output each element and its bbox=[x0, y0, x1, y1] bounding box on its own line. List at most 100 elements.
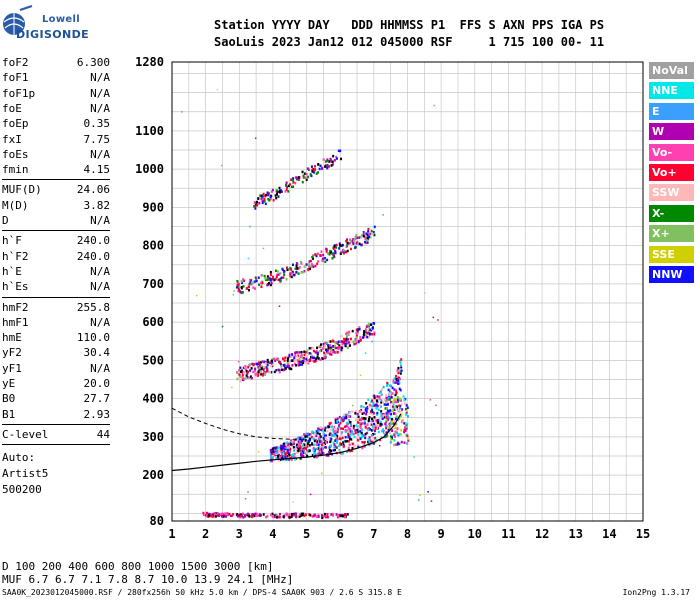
param-value: 44 bbox=[96, 427, 110, 441]
echo-point bbox=[321, 452, 324, 455]
footer-file-info: SAA0K_2023012045000.RSF / 280fx256h 50 k… bbox=[2, 588, 402, 597]
echo-point bbox=[335, 513, 338, 516]
echo-point bbox=[326, 252, 329, 255]
echo-point bbox=[275, 451, 278, 454]
echo-point bbox=[388, 397, 391, 401]
echo-point bbox=[313, 439, 316, 443]
echo-point bbox=[302, 270, 305, 274]
echo-point bbox=[330, 421, 333, 425]
echo-point bbox=[349, 411, 352, 414]
echo-point bbox=[321, 443, 324, 447]
echo-point bbox=[280, 452, 283, 456]
param-name: B0 bbox=[2, 392, 16, 406]
y-tick-label: 80 bbox=[150, 514, 164, 528]
echo-point bbox=[362, 230, 365, 234]
echo-point bbox=[238, 513, 241, 517]
echo-point bbox=[385, 403, 388, 407]
echo-point bbox=[365, 412, 368, 416]
echo-point bbox=[363, 333, 366, 337]
echo-point bbox=[375, 402, 378, 406]
echo-point bbox=[222, 515, 225, 518]
echo-point bbox=[387, 418, 390, 421]
echo-point bbox=[228, 512, 231, 516]
echo-point bbox=[259, 361, 262, 364]
echo-point bbox=[330, 434, 333, 437]
echo-point bbox=[283, 269, 286, 273]
echo-point bbox=[373, 225, 376, 229]
echo-point bbox=[271, 278, 274, 281]
echo-point bbox=[350, 442, 353, 445]
echo-point bbox=[295, 445, 298, 449]
echo-point bbox=[346, 244, 349, 247]
echo-point bbox=[340, 335, 343, 338]
echo-point bbox=[290, 178, 293, 181]
echo-point bbox=[326, 258, 329, 262]
echo-point bbox=[304, 439, 307, 442]
echo-point bbox=[369, 428, 372, 431]
param-value: N/A bbox=[90, 101, 110, 115]
echo-point bbox=[372, 436, 375, 440]
echo-point bbox=[314, 351, 317, 354]
echo-point bbox=[213, 512, 216, 515]
echo-point bbox=[333, 344, 336, 348]
echo-point bbox=[317, 163, 320, 166]
echo-point bbox=[316, 452, 319, 456]
echo-point bbox=[238, 373, 241, 376]
echo-point bbox=[284, 456, 287, 459]
echo-point bbox=[334, 341, 337, 344]
echo-point bbox=[347, 446, 350, 449]
echo-point bbox=[320, 442, 323, 446]
echo-point bbox=[284, 452, 287, 455]
echo-point bbox=[386, 403, 389, 406]
echo-point bbox=[330, 164, 333, 167]
echo-point bbox=[240, 377, 243, 381]
param-name: h`Es bbox=[2, 280, 29, 294]
echo-point bbox=[365, 325, 368, 328]
echo-point bbox=[319, 349, 322, 353]
echo-point bbox=[399, 404, 402, 408]
echo-point bbox=[286, 268, 289, 272]
echo-point bbox=[236, 377, 239, 381]
echo-point bbox=[242, 512, 245, 516]
echo-point bbox=[328, 253, 331, 256]
echo-point bbox=[295, 262, 298, 265]
echo-point bbox=[368, 436, 371, 439]
echo-point bbox=[400, 369, 403, 372]
echo-point bbox=[383, 416, 386, 419]
echo-point bbox=[270, 359, 273, 363]
echo-point bbox=[292, 263, 295, 267]
echo-point bbox=[340, 250, 343, 254]
echo-point bbox=[346, 450, 349, 453]
echo-point bbox=[258, 283, 261, 286]
echo-point bbox=[381, 417, 384, 421]
echo-point bbox=[298, 443, 301, 446]
echo-point bbox=[259, 194, 262, 197]
echo-point bbox=[291, 439, 294, 443]
echo-point bbox=[290, 367, 293, 371]
echo-point bbox=[344, 425, 347, 429]
legend-item: X+ bbox=[649, 225, 694, 243]
echo-point bbox=[336, 350, 339, 354]
echo-point bbox=[374, 403, 377, 407]
echo-point bbox=[300, 271, 303, 274]
echo-point bbox=[292, 513, 295, 516]
echo-point bbox=[398, 387, 401, 391]
echo-point bbox=[275, 457, 278, 460]
echo-point bbox=[223, 514, 226, 518]
profile-dashed-line bbox=[171, 407, 307, 441]
echo-point bbox=[320, 514, 323, 517]
echo-point bbox=[286, 359, 289, 362]
param-name: h`E bbox=[2, 264, 22, 278]
echo-point bbox=[309, 513, 312, 517]
y-tick-label: 1100 bbox=[135, 124, 164, 138]
echo-point bbox=[324, 353, 327, 357]
echo-point bbox=[288, 513, 291, 516]
echo-point bbox=[352, 241, 355, 245]
echo-point bbox=[332, 344, 335, 348]
echo-point bbox=[321, 357, 324, 360]
echo-point bbox=[281, 457, 284, 460]
echo-point bbox=[284, 448, 287, 452]
echo-point bbox=[280, 190, 283, 193]
echo-point bbox=[399, 372, 402, 375]
echo-point bbox=[312, 265, 315, 269]
